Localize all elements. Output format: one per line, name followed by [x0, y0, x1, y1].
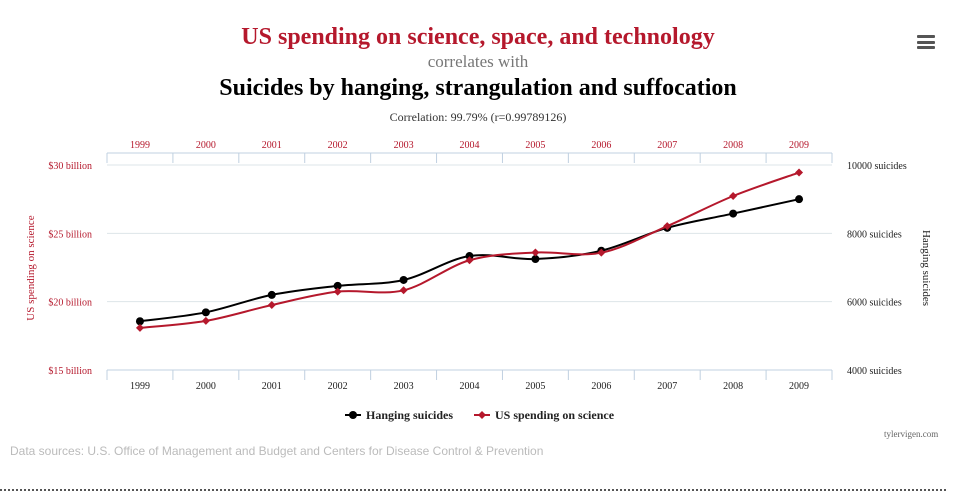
- site-credit[interactable]: tylervigen.com: [884, 429, 939, 439]
- data-point-suicides: [333, 281, 342, 290]
- legend-label-spending: US spending on science: [495, 408, 615, 422]
- data-point-spending: [729, 192, 738, 201]
- data-point-spending: [531, 248, 540, 257]
- x-tick-label-top: 2007: [657, 140, 677, 151]
- x-tick-label-bottom: 2005: [525, 381, 545, 392]
- data-point-suicides: [465, 252, 474, 261]
- x-tick-label-bottom: 2001: [262, 381, 282, 392]
- data-point-suicides: [399, 275, 408, 284]
- data-point-suicides: [729, 209, 738, 218]
- legend-label-suicides: Hanging suicides: [366, 408, 453, 422]
- x-tick-label-bottom: 2002: [328, 381, 348, 392]
- x-tick-label-bottom: 1999: [130, 381, 150, 392]
- x-tick-label-top: 2006: [591, 140, 611, 151]
- y-right-axis-title: Hanging suicides: [920, 230, 932, 306]
- x-tick-label-bottom: 2008: [723, 381, 743, 392]
- data-point-spending: [135, 323, 144, 332]
- x-tick-label-bottom: 2009: [789, 381, 809, 392]
- legend-marker-suicides: [349, 411, 357, 419]
- hamburger-menu-icon[interactable]: [917, 35, 935, 49]
- data-point-spending: [465, 256, 474, 265]
- y-left-tick-label: $25 billion: [48, 229, 92, 240]
- data-point-spending: [399, 286, 408, 295]
- data-point-suicides: [267, 290, 276, 299]
- data-point-suicides: [531, 255, 540, 264]
- x-tick-label-top: 2002: [328, 140, 348, 151]
- x-tick-label-top: 2005: [525, 140, 545, 151]
- x-tick-label-top: 1999: [130, 140, 150, 151]
- x-tick-label-top: 2000: [196, 140, 216, 151]
- data-point-spending: [795, 168, 804, 177]
- data-point-spending: [597, 248, 606, 257]
- y-left-tick-label: $15 billion: [48, 366, 92, 377]
- x-tick-label-bottom: 2007: [657, 381, 677, 392]
- y-right-tick-label: 8000 suicides: [847, 229, 902, 240]
- x-tick-label-top: 2001: [262, 140, 282, 151]
- x-tick-label-top: 2008: [723, 140, 743, 151]
- y-left-tick-label: $20 billion: [48, 298, 92, 309]
- y-left-axis-title: US spending on science: [25, 215, 37, 321]
- x-tick-label-bottom: 2000: [196, 381, 216, 392]
- x-tick-label-bottom: 2004: [460, 381, 480, 392]
- data-point-suicides: [201, 308, 210, 317]
- legend-marker-spending: [478, 411, 486, 419]
- x-tick-label-bottom: 2006: [591, 381, 611, 392]
- data-point-spending: [267, 301, 276, 310]
- dotted-divider: [0, 489, 946, 491]
- data-point-suicides: [135, 317, 144, 326]
- chart-title-suicides: Suicides by hanging, strangulation and s…: [219, 75, 737, 101]
- x-tick-label-top: 2003: [394, 140, 414, 151]
- x-tick-label-top: 2009: [789, 140, 809, 151]
- data-point-spending: [663, 222, 672, 231]
- correlation-text: Correlation: 99.79% (r=0.99789126): [389, 110, 567, 124]
- x-tick-label-top: 2004: [460, 140, 480, 151]
- y-right-tick-label: 10000 suicides: [847, 161, 907, 172]
- data-source-note: Data sources: U.S. Office of Management …: [10, 444, 544, 458]
- chart-connector-text: correlates with: [427, 52, 529, 71]
- y-right-tick-label: 4000 suicides: [847, 366, 902, 377]
- chart-title-spending: US spending on science, space, and techn…: [241, 24, 715, 50]
- data-point-suicides: [795, 195, 804, 204]
- data-point-spending: [333, 287, 342, 296]
- data-point-spending: [201, 316, 210, 325]
- y-left-tick-label: $30 billion: [48, 161, 92, 172]
- y-right-tick-label: 6000 suicides: [847, 298, 902, 309]
- x-tick-label-bottom: 2003: [394, 381, 414, 392]
